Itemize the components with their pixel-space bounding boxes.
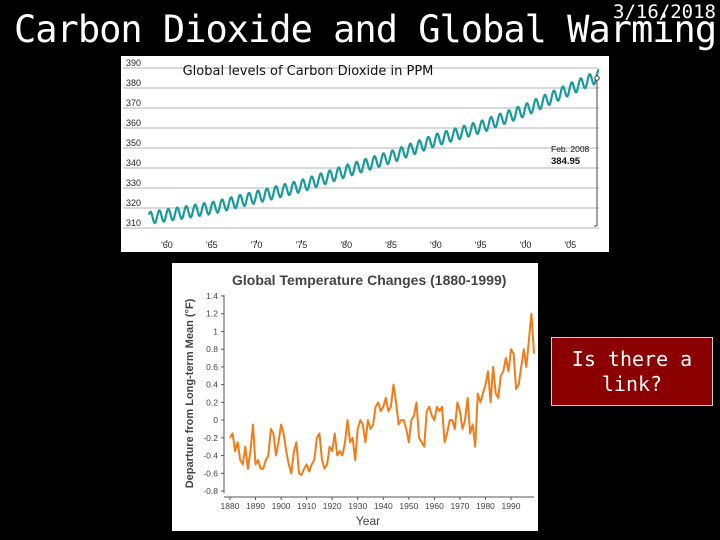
co2-annotation-value: 384.95	[551, 156, 581, 167]
co2-annotation-date: Feb. 2008	[551, 144, 590, 154]
temp-x-tick-label: 1900	[272, 501, 291, 511]
co2-x-tick-label: '00	[520, 240, 532, 250]
temp-x-tick-label: 1980	[476, 501, 495, 511]
temp-x-tick-label: 1990	[502, 501, 521, 511]
co2-y-tick-label: 310	[126, 218, 141, 228]
co2-x-tick-label: '70	[251, 240, 263, 250]
co2-x-tick-label: '85	[385, 240, 397, 250]
temp-x-axis-label: Year	[356, 514, 380, 528]
co2-y-tick-label: 370	[126, 98, 141, 108]
co2-x-tick-label: '60	[161, 240, 173, 250]
temp-x-tick-label: 1930	[348, 501, 367, 511]
co2-chart: 310 320 330 340 350 360 370 380 390 '60 '65 '70 '75 '…	[121, 56, 609, 252]
temp-y-tick-label: 0.6	[206, 362, 218, 372]
temp-x-tick-label: 1880	[221, 501, 240, 511]
slide-date: 3/16/2018	[613, 1, 716, 23]
co2-chart-title: Global levels of Carbon Dioxide in PPM	[183, 64, 434, 79]
link-question-box: Is there a link?	[551, 337, 713, 406]
temp-x-tick-label: 1960	[425, 501, 444, 511]
temp-y-tick-label: 0.4	[206, 380, 218, 390]
co2-x-tick-label: '90	[430, 240, 442, 250]
temp-x-tick-label: 1910	[297, 501, 316, 511]
co2-x-tick-label: '75	[296, 240, 308, 250]
co2-latest-point	[594, 75, 600, 81]
slide-title: Carbon Dioxide and Global Warming	[14, 8, 717, 51]
co2-y-tick-label: 390	[126, 58, 141, 68]
co2-series-line	[147, 69, 600, 225]
temp-y-axis-label: Departure from Long-term Mean (°F)	[184, 298, 196, 488]
temperature-chart: Global Temperature Changes (1880-1999) -0…	[172, 263, 538, 531]
temperature-chart-svg: Global Temperature Changes (1880-1999) -0…	[184, 272, 535, 528]
temp-y-tick-label: 1	[213, 326, 218, 336]
temp-y-tick-label: -0.4	[203, 451, 218, 461]
temp-chart-title: Global Temperature Changes (1880-1999)	[232, 272, 506, 288]
temp-y-tick-label: 1.2	[206, 309, 218, 319]
temp-x-tick-label: 1970	[450, 501, 469, 511]
temp-x-tick-label: 1940	[374, 501, 393, 511]
temp-x-tick-label: 1890	[246, 501, 265, 511]
co2-x-tick-label: '95	[475, 240, 487, 250]
temp-x-tick-label: 1920	[323, 501, 342, 511]
co2-y-tick-label: 340	[126, 158, 141, 168]
co2-y-tick-label: 330	[126, 178, 141, 188]
co2-y-tick-label: 320	[126, 198, 141, 208]
co2-x-tick-label: '80	[340, 240, 352, 250]
temp-x-tick-label: 1950	[399, 501, 418, 511]
temp-y-tick-label: 1.4	[206, 291, 218, 301]
temp-y-tick-label: -0.2	[203, 433, 218, 443]
co2-x-tick-label: '05	[564, 240, 576, 250]
co2-y-tick-label: 380	[126, 78, 141, 88]
co2-y-tick-label: 350	[126, 138, 141, 148]
co2-y-tick-label: 360	[126, 118, 141, 128]
temp-series-line	[229, 312, 535, 476]
temp-y-tick-label: 0.8	[206, 344, 218, 354]
temp-y-tick-label: -0.6	[203, 468, 218, 478]
temp-y-tick-label: -0.8	[203, 486, 218, 496]
co2-x-tick-label: '65	[206, 240, 218, 250]
temp-y-tick-label: 0	[213, 415, 218, 425]
temp-y-tick-label: 0.2	[206, 397, 218, 407]
co2-chart-svg: 310 320 330 340 350 360 370 380 390 '60 '65 '70 '75 '…	[123, 58, 600, 250]
